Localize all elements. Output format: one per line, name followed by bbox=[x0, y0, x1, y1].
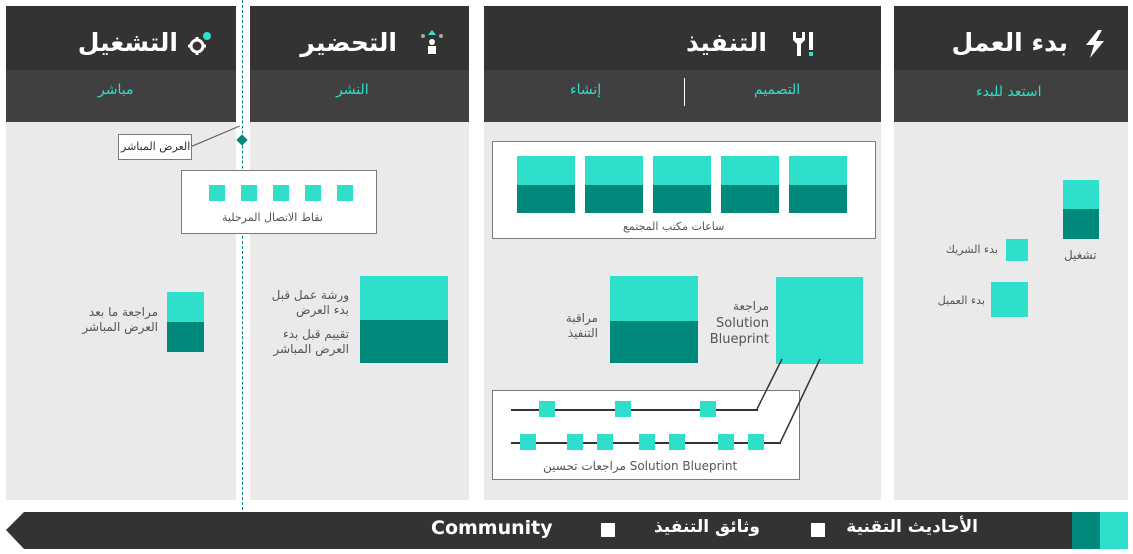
implement-sub-design: التصميم bbox=[754, 82, 801, 98]
tools-icon bbox=[787, 28, 817, 58]
office-hour-top bbox=[585, 156, 643, 185]
legend-bar: الأحاديث التقنية وثائق التنفيذ Community bbox=[0, 512, 1133, 549]
blueprint-review-label-1: مراجعة bbox=[732, 299, 769, 313]
partner-start-label: بدء الشريك bbox=[945, 243, 998, 256]
golive-dashed-line bbox=[242, 0, 243, 510]
blueprint-review-label-2: Solution bbox=[716, 316, 769, 331]
checkpoint-square bbox=[273, 185, 289, 201]
blueprint-connectors bbox=[756, 358, 821, 444]
operate-start-square-bottom bbox=[1063, 209, 1099, 239]
checkpoint-square bbox=[305, 185, 321, 201]
office-hour-bottom bbox=[789, 185, 847, 213]
start-sub-ready: استعد للبدء bbox=[976, 84, 1042, 100]
review-square bbox=[700, 401, 716, 417]
header-divider bbox=[684, 78, 685, 106]
partner-start-square bbox=[1006, 239, 1028, 261]
office-hour-bottom bbox=[517, 185, 575, 213]
postreview-label-1: مراجعة ما بعد bbox=[88, 305, 158, 319]
operate-header: التشغيل مباشر bbox=[6, 6, 236, 122]
review-square bbox=[718, 434, 734, 450]
prepare-title: التحضير bbox=[300, 28, 397, 57]
office-hour-top bbox=[789, 156, 847, 185]
legend-swatch-light bbox=[1100, 512, 1128, 549]
postreview-label-2: العرض المباشر bbox=[82, 320, 158, 334]
improvement-label: مراجعات تحسين Solution Blueprint bbox=[543, 459, 738, 473]
timeline-row-1 bbox=[511, 409, 758, 411]
office-hour-bottom bbox=[721, 185, 779, 213]
customer-start-square bbox=[991, 282, 1028, 317]
office-hour-bottom bbox=[653, 185, 711, 213]
operate-start-label: تشغيل bbox=[1064, 248, 1097, 262]
checkpoints-box: نقاط الاتصال المرحلية bbox=[181, 170, 377, 234]
workshop-label-1: ورشة عمل قبل bbox=[271, 288, 349, 302]
office-hour-top bbox=[653, 156, 711, 185]
blueprint-review-label-3: Blueprint bbox=[709, 332, 769, 347]
office-hours-box: ساعات مكتب المجتمع bbox=[492, 141, 876, 239]
operate-sub-live: مباشر bbox=[98, 82, 134, 98]
review-square bbox=[567, 434, 583, 450]
legend-swatch-dark bbox=[1072, 512, 1100, 549]
postreview-square-top bbox=[167, 292, 204, 322]
review-square bbox=[539, 401, 555, 417]
review-square bbox=[639, 434, 655, 450]
gears-icon bbox=[186, 30, 214, 58]
monitoring-label-1: مراقبة bbox=[565, 311, 598, 325]
improvement-box: مراجعات تحسين Solution Blueprint bbox=[492, 390, 800, 480]
workshop-label-2: بدء العرض bbox=[295, 303, 349, 317]
operate-start-square-top bbox=[1063, 180, 1099, 209]
legend-item-implementation-docs: وثائق التنفيذ bbox=[653, 517, 760, 537]
blueprint-review-square bbox=[776, 277, 863, 364]
implement-sub-build: إنشاء bbox=[570, 82, 602, 98]
operate-title: التشغيل bbox=[77, 28, 178, 57]
review-square bbox=[748, 434, 764, 450]
office-hour-bottom bbox=[585, 185, 643, 213]
assessment-label-2: العرض المباشر bbox=[273, 342, 349, 356]
golive-diamond bbox=[236, 134, 248, 146]
prepare-sub-deploy: النشر bbox=[336, 82, 369, 98]
upload-people-icon bbox=[417, 28, 447, 58]
review-square bbox=[669, 434, 685, 450]
legend-square bbox=[811, 523, 825, 537]
workshop-square-bottom bbox=[360, 320, 448, 363]
legend-item-tech-talks: الأحاديث التقنية bbox=[846, 517, 978, 537]
start-header: بدء العمل استعد للبدء bbox=[894, 6, 1128, 122]
assessment-label-1: تقييم قبل بدء bbox=[283, 327, 349, 341]
workshop-square-top bbox=[360, 276, 448, 320]
legend-arrow bbox=[6, 512, 1072, 549]
review-square bbox=[597, 434, 613, 450]
implement-header: التنفيذ التصميم إنشاء bbox=[484, 6, 881, 122]
legend-item-community: Community bbox=[431, 517, 553, 539]
checkpoint-square bbox=[337, 185, 353, 201]
office-hours-label: ساعات مكتب المجتمع bbox=[623, 220, 725, 233]
checkpoint-square bbox=[209, 185, 225, 201]
checkpoint-square bbox=[241, 185, 257, 201]
monitoring-label-2: التنفيذ bbox=[567, 326, 598, 340]
customer-start-label: بدء العميل bbox=[937, 294, 985, 307]
start-title: بدء العمل bbox=[951, 28, 1068, 57]
office-hour-top bbox=[517, 156, 575, 185]
monitoring-square-bottom bbox=[610, 321, 698, 363]
office-hour-top bbox=[721, 156, 779, 185]
lightning-icon bbox=[1082, 30, 1108, 58]
golive-label: العرض المباشر bbox=[121, 140, 191, 153]
review-square bbox=[615, 401, 631, 417]
implement-title: التنفيذ bbox=[685, 28, 767, 57]
postreview-square-bottom bbox=[167, 322, 204, 352]
monitoring-square-top bbox=[610, 276, 698, 321]
review-square bbox=[520, 434, 536, 450]
golive-callout: العرض المباشر bbox=[118, 134, 192, 160]
checkpoints-label: نقاط الاتصال المرحلية bbox=[222, 211, 323, 224]
legend-square bbox=[601, 523, 615, 537]
prepare-header: التحضير النشر bbox=[250, 6, 469, 122]
